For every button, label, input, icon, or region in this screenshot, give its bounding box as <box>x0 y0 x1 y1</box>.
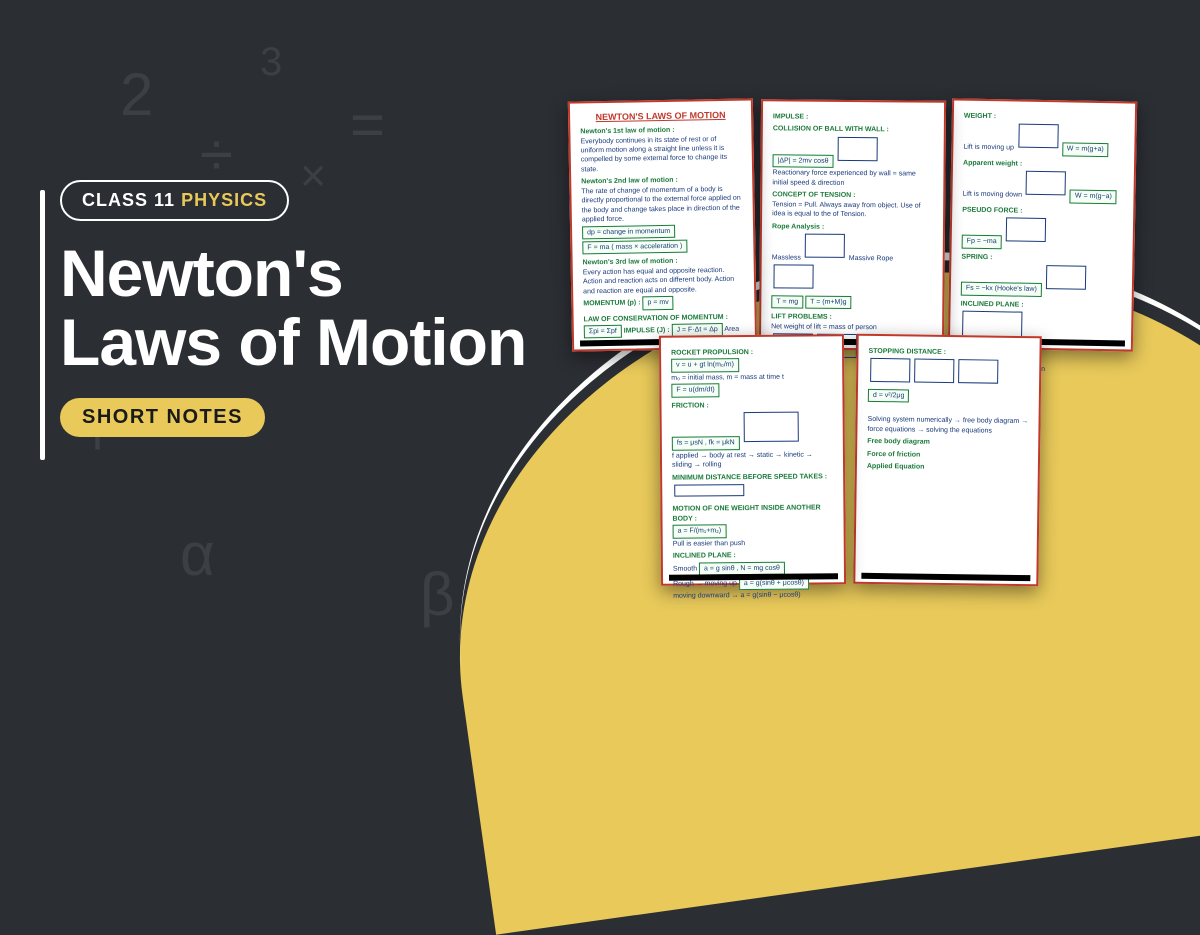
title-block: CLASS 11 PHYSICS Newton's Laws of Motion… <box>60 180 526 437</box>
subject-label: PHYSICS <box>181 190 267 210</box>
title-line-1: Newton's <box>60 236 343 310</box>
notes-page-4: ROCKET PROPULSION : v = u + gt ln(m₀/m) … <box>659 334 846 586</box>
vertical-accent-bar <box>40 190 45 460</box>
notes-page-2: IMPULSE : COLLISION OF BALL WITH WALL : … <box>759 99 946 351</box>
class-subject-badge: CLASS 11 PHYSICS <box>60 180 289 221</box>
page1-title: NEWTON'S LAWS OF MOTION <box>580 109 741 124</box>
title-line-2: Laws of Motion <box>60 305 526 379</box>
notes-page-1: NEWTON'S LAWS OF MOTION Newton's 1st law… <box>568 98 757 351</box>
notes-pages-cluster: NEWTON'S LAWS OF MOTION Newton's 1st law… <box>560 90 1160 610</box>
notes-page-3: WEIGHT : Lift is moving up W = m(g+a) Ap… <box>948 98 1137 351</box>
main-title: Newton's Laws of Motion <box>60 239 526 378</box>
class-label: CLASS 11 <box>82 190 175 210</box>
notes-page-5: STOPPING DISTANCE : d = v²/2μg Solving s… <box>853 334 1041 587</box>
short-notes-badge: SHORT NOTES <box>60 398 265 437</box>
